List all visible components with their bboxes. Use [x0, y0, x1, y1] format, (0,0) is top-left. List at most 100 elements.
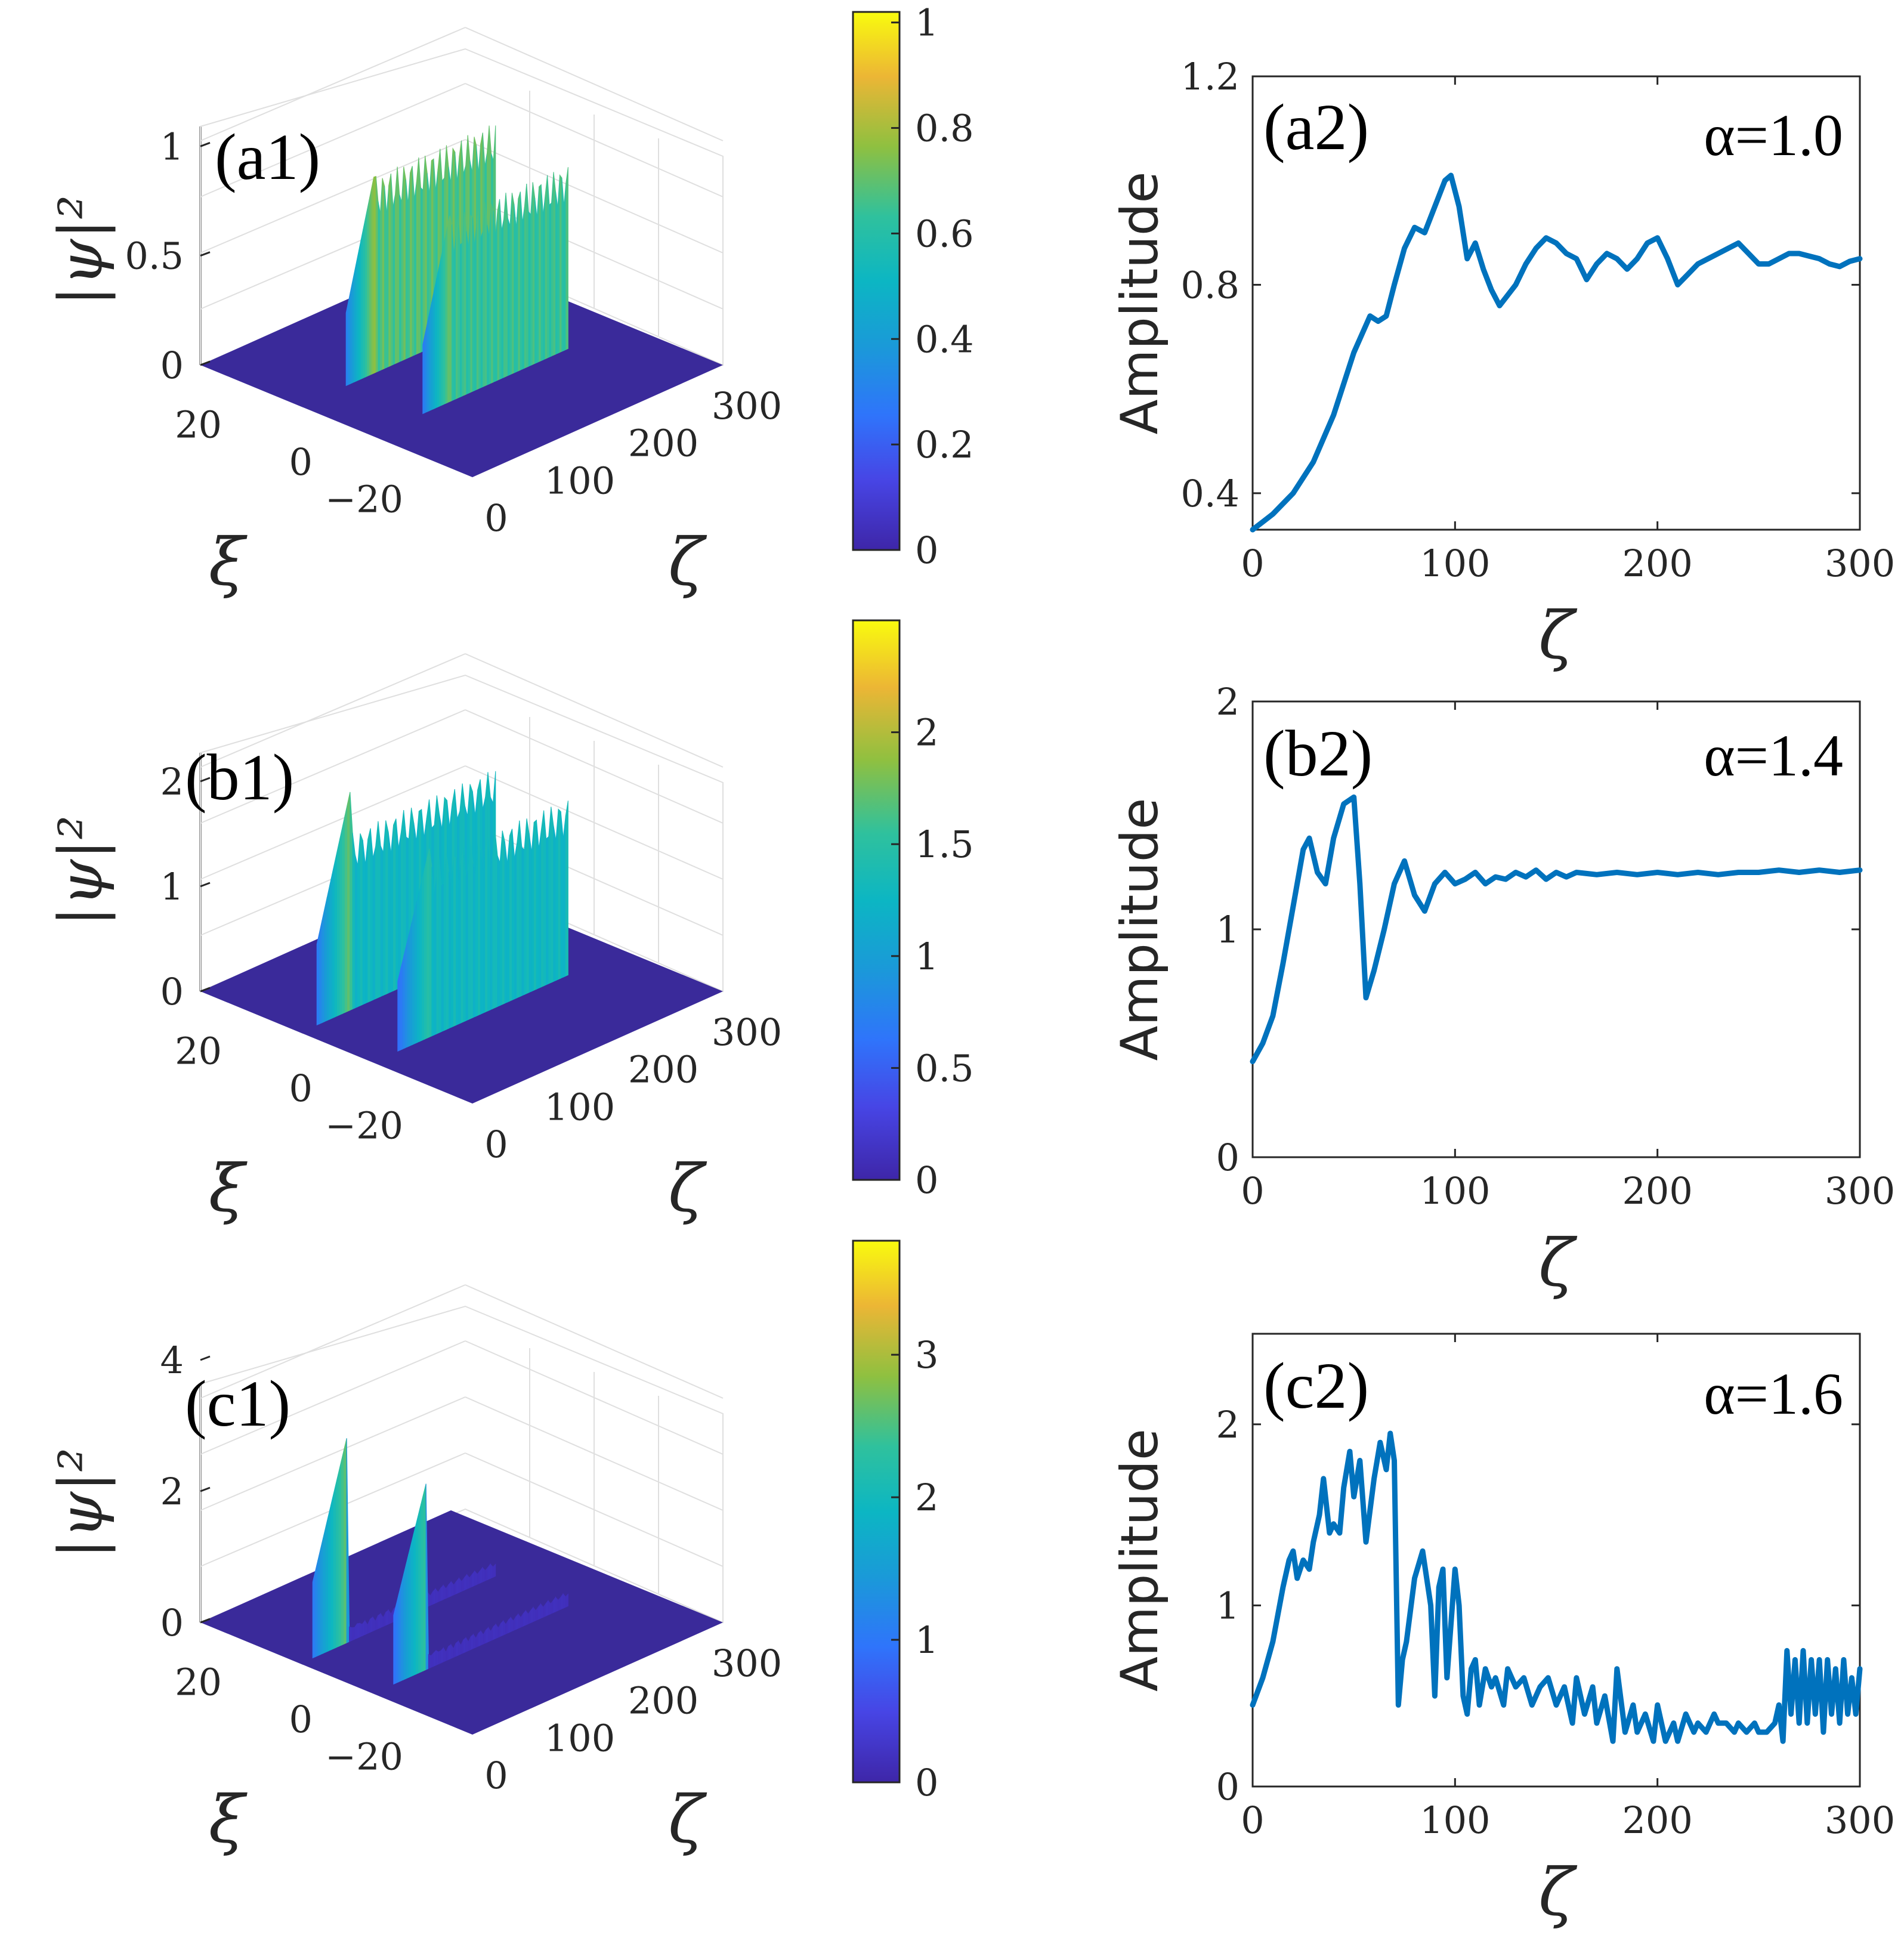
surface-strip [438, 1650, 441, 1665]
surface-strip [446, 854, 449, 1030]
surface-strip [358, 239, 361, 381]
surface-strip [508, 1617, 511, 1634]
surface-strip [543, 194, 546, 360]
z-tick-label: 1 [160, 865, 184, 908]
z-axis-label: |ψ|² [46, 195, 116, 306]
surface-strip [333, 1482, 337, 1649]
surface-strip [456, 1577, 459, 1594]
surface-strip [466, 231, 469, 395]
surface-strip [419, 879, 423, 1042]
surface-strip [432, 285, 436, 410]
surface-strip [422, 868, 425, 1041]
xi-tick-label: 0 [289, 440, 313, 484]
surface-strip [468, 842, 471, 1021]
surface-strip [490, 857, 493, 1010]
surface-strip [514, 204, 517, 373]
surface-strip [483, 202, 486, 388]
wall-gridline [200, 709, 466, 824]
surface-strip [432, 1588, 436, 1605]
z-tick-label: 0 [160, 970, 184, 1013]
surface-strip [370, 828, 373, 1002]
surface-strip [325, 1516, 329, 1653]
surface-strip [458, 863, 462, 1025]
plot-frame-a2 [1251, 75, 1861, 531]
surface-strip [338, 1460, 342, 1647]
line-chart-a2: 0 100 200 300 0.4 0.8 1.2 Amplitude ζ (a2) α=1.0 [1110, 55, 1895, 673]
surface-strip [511, 193, 515, 375]
surface-strip [476, 206, 480, 390]
surface-strip [319, 920, 323, 1025]
surface-strip [526, 184, 529, 368]
surface-strip [559, 174, 562, 353]
surface-strip [352, 833, 356, 1010]
surface-strip [400, 960, 403, 1051]
surface-strip [409, 920, 413, 1046]
surface-strip [468, 215, 471, 394]
x-tick-label: 100 [1420, 542, 1490, 585]
colorbar-tick-label: 0.2 [915, 423, 974, 466]
z-tick-label: 0 [160, 1601, 184, 1645]
surface-strip [472, 217, 475, 392]
surface-strip [539, 184, 542, 363]
surface-strip [533, 819, 537, 991]
surface-strip [407, 172, 411, 358]
surface-strip [459, 242, 463, 398]
surface-strip [448, 1643, 452, 1661]
surface-strip [522, 206, 525, 370]
wall-gridline [200, 1284, 466, 1399]
surface-strip [507, 218, 511, 376]
surface-strip [561, 178, 564, 352]
surface-strip [362, 840, 366, 1005]
x-tick-label: 0 [1241, 1798, 1264, 1842]
surface-strip [463, 1574, 468, 1591]
colorbar-tick-label: 0 [915, 1158, 938, 1202]
surface-strip [330, 1493, 334, 1651]
surface-strip [548, 806, 552, 984]
colorbar-tick-label: 0 [915, 528, 938, 572]
surface-strip [518, 191, 521, 372]
surface-strip [426, 848, 430, 1039]
surface-strip [558, 808, 561, 980]
surface-strip [499, 830, 503, 1006]
surface-strip [491, 203, 494, 384]
surface-strip [463, 1637, 466, 1653]
surface-strip [408, 1544, 412, 1678]
surface-strip [565, 1593, 568, 1608]
surface-strip [315, 1560, 319, 1658]
surface-strip [520, 191, 523, 371]
surface-strip [431, 1652, 434, 1668]
surface-strip [492, 1563, 496, 1578]
surface-strip [322, 908, 325, 1024]
surface-strip [395, 1594, 399, 1684]
surface-strip [485, 837, 489, 1013]
surface-strip [382, 178, 385, 370]
surface-strip [348, 292, 351, 385]
surface-strip [493, 1623, 496, 1640]
surface-strip [365, 839, 369, 1004]
surface-strip [350, 792, 353, 1011]
surface-strip [541, 810, 545, 988]
surface-strip [342, 815, 345, 1015]
surface-strip [357, 833, 361, 1007]
surface-strip [406, 1554, 409, 1679]
surface-strip [455, 1640, 459, 1657]
surface-strip [492, 831, 496, 1009]
z-tick-label: 2 [160, 1470, 184, 1513]
surface-strip [404, 940, 408, 1049]
surface-strip [440, 1647, 444, 1664]
z-tick-mark [200, 141, 211, 147]
surface-strip [470, 214, 473, 393]
z-tick-mark [200, 1486, 211, 1492]
wall-gridline [465, 1284, 724, 1399]
zeta-tick-label: 100 [545, 1716, 615, 1760]
x-axis-label: ζ [1538, 1854, 1578, 1930]
x-tick-label: 300 [1825, 1798, 1895, 1842]
surface-strip [424, 324, 428, 413]
x-tick-label: 100 [1420, 1798, 1490, 1842]
surface-strip [493, 211, 496, 383]
surface-strip [555, 191, 558, 355]
surface-strip [416, 157, 419, 355]
surface-strip [485, 1627, 489, 1643]
surface-strip [565, 167, 568, 350]
alpha-annotation: α=1.4 [1704, 722, 1843, 789]
